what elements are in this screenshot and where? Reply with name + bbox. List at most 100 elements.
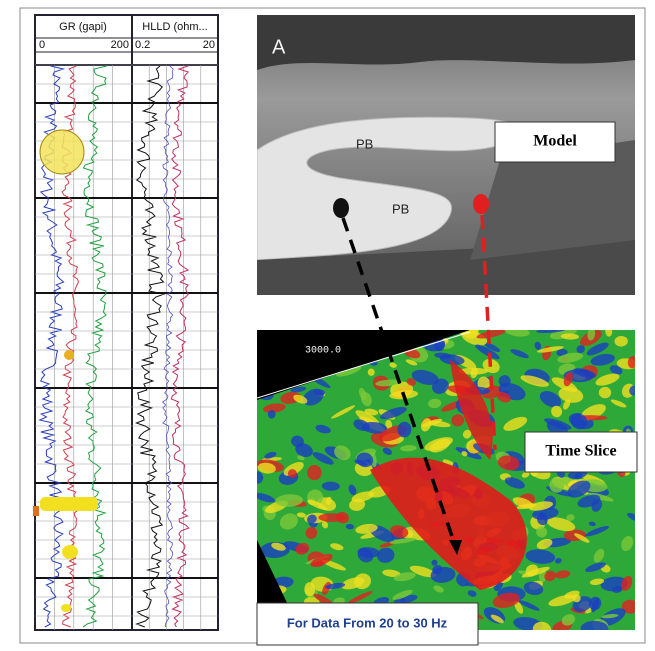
amplitude-patch	[318, 513, 346, 522]
amplitude-patch	[257, 462, 276, 474]
amplitude-patch	[536, 330, 566, 334]
scale-max: 200	[111, 39, 129, 51]
amplitude-patch	[275, 494, 303, 507]
amplitude-patch	[492, 592, 520, 609]
amplitude-patch	[521, 471, 530, 478]
amplitude-patch	[554, 558, 562, 564]
amplitude-patch	[307, 499, 328, 510]
amplitude-patch	[557, 352, 584, 363]
callout-box	[524, 431, 638, 473]
amplitude-patch	[588, 596, 602, 611]
amplitude-patch	[345, 523, 354, 530]
photo-label: PB	[392, 201, 409, 216]
amplitude-patch	[451, 414, 465, 427]
amplitude-patch	[380, 406, 407, 420]
amplitude-patch	[570, 413, 588, 430]
amplitude-patch	[271, 542, 286, 551]
amplitude-patch	[521, 566, 550, 578]
amplitude-patch	[376, 547, 395, 563]
amplitude-patch	[609, 365, 623, 375]
sand-fill	[61, 604, 71, 612]
well-marker	[333, 198, 349, 218]
channel-body	[450, 360, 493, 460]
log-curve	[161, 65, 174, 628]
amplitude-patch	[598, 386, 612, 399]
amplitude-patch	[431, 559, 438, 566]
track-header: GR (gapi)	[59, 21, 107, 33]
amplitude-patch	[264, 451, 277, 459]
amplitude-patch	[551, 405, 563, 418]
callout: Time Slice	[545, 443, 616, 460]
amplitude-patch	[257, 492, 276, 503]
seismic-amplitude	[257, 330, 635, 630]
amplitude-patch	[461, 451, 468, 457]
amplitude-patch	[354, 459, 368, 466]
amplitude-patch	[580, 620, 609, 630]
amplitude-patch	[512, 497, 534, 509]
amplitude-patch	[587, 330, 596, 341]
amplitude-patch	[429, 438, 451, 453]
callout-box	[494, 121, 616, 163]
amplitude-patch	[536, 538, 553, 550]
amplitude-patch	[532, 621, 552, 630]
amplitude-patch	[573, 368, 597, 378]
projection-line	[480, 214, 497, 451]
bank	[470, 140, 635, 260]
log-curve	[134, 65, 166, 628]
log-curve	[170, 65, 190, 628]
amplitude-patch	[523, 581, 544, 596]
amplitude-patch	[397, 421, 412, 438]
amplitude-patch	[567, 480, 591, 498]
amplitude-patch	[290, 386, 307, 393]
sand-fill	[40, 497, 98, 511]
amplitude-patch	[588, 521, 596, 527]
amplitude-patch	[563, 372, 573, 387]
amplitude-patch	[591, 499, 603, 512]
amplitude-patch	[590, 353, 615, 366]
amplitude-patch	[325, 496, 332, 505]
amplitude-patch	[585, 562, 606, 573]
amplitude-patch	[483, 342, 501, 353]
axis-line	[257, 331, 471, 399]
amplitude-patch	[432, 565, 443, 575]
amplitude-patch	[409, 565, 437, 578]
amplitude-patch	[585, 525, 609, 537]
seismic-slice: 3000.0	[257, 330, 635, 630]
amplitude-patch	[305, 526, 318, 539]
amplitude-patch	[321, 521, 329, 529]
point-bar	[257, 116, 522, 261]
amplitude-patch	[392, 589, 413, 600]
amplitude-patch	[550, 330, 578, 340]
amplitude-patch	[330, 543, 344, 551]
amplitude-patch	[455, 447, 482, 460]
amplitude-patch	[257, 471, 264, 484]
amplitude-patch	[267, 410, 276, 419]
amplitude-patch	[406, 378, 416, 386]
photo-label: PB	[356, 136, 373, 151]
log-panel: GR (gapi) 0 200 HLLD (ohm... 0.2 20	[33, 14, 219, 631]
amplitude-patch	[546, 517, 576, 532]
amplitude-patch	[307, 514, 317, 524]
amplitude-patch	[558, 387, 584, 403]
amplitude-patch	[595, 373, 620, 386]
scale-max: 20	[203, 39, 215, 51]
amplitude-patch	[439, 354, 465, 365]
amplitude-patch	[536, 346, 564, 353]
amplitude-patch	[576, 345, 585, 354]
marker	[33, 506, 39, 516]
amplitude-patch	[518, 600, 540, 611]
foreground	[257, 240, 635, 295]
amplitude-patch	[629, 385, 635, 396]
amplitude-patch	[514, 600, 524, 614]
amplitude-patch	[621, 535, 634, 552]
amplitude-patch	[263, 403, 286, 413]
amplitude-patch	[510, 349, 529, 359]
amplitude-patch	[467, 590, 477, 597]
well-marker	[473, 194, 489, 214]
amplitude-patch	[322, 559, 346, 571]
axis-label: 3000.0	[305, 346, 341, 357]
amplitude-patch	[403, 347, 421, 359]
amplitude-patch	[548, 594, 577, 607]
amplitude-patch	[295, 542, 310, 555]
amplitude-patch	[346, 591, 373, 605]
